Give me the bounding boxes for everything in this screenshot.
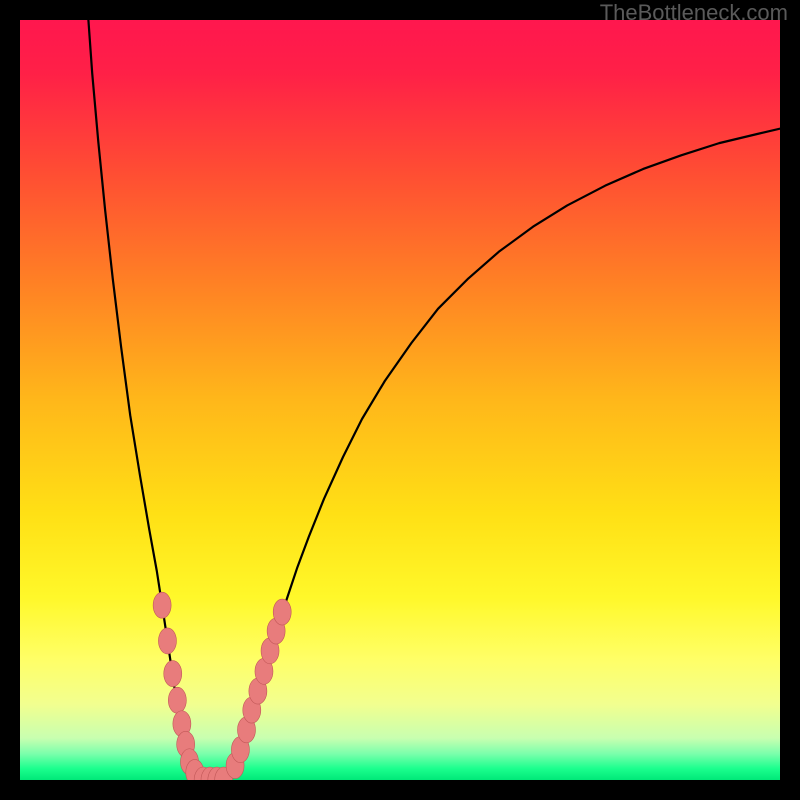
data-marker (168, 687, 186, 713)
watermark-text: TheBottleneck.com (600, 0, 788, 26)
data-marker (158, 628, 176, 654)
data-marker (153, 592, 171, 618)
bottleneck-curve-chart (20, 20, 780, 780)
chart-frame: TheBottleneck.com (0, 0, 800, 800)
gradient-background (20, 20, 780, 780)
data-marker (273, 599, 291, 625)
data-marker (164, 661, 182, 687)
